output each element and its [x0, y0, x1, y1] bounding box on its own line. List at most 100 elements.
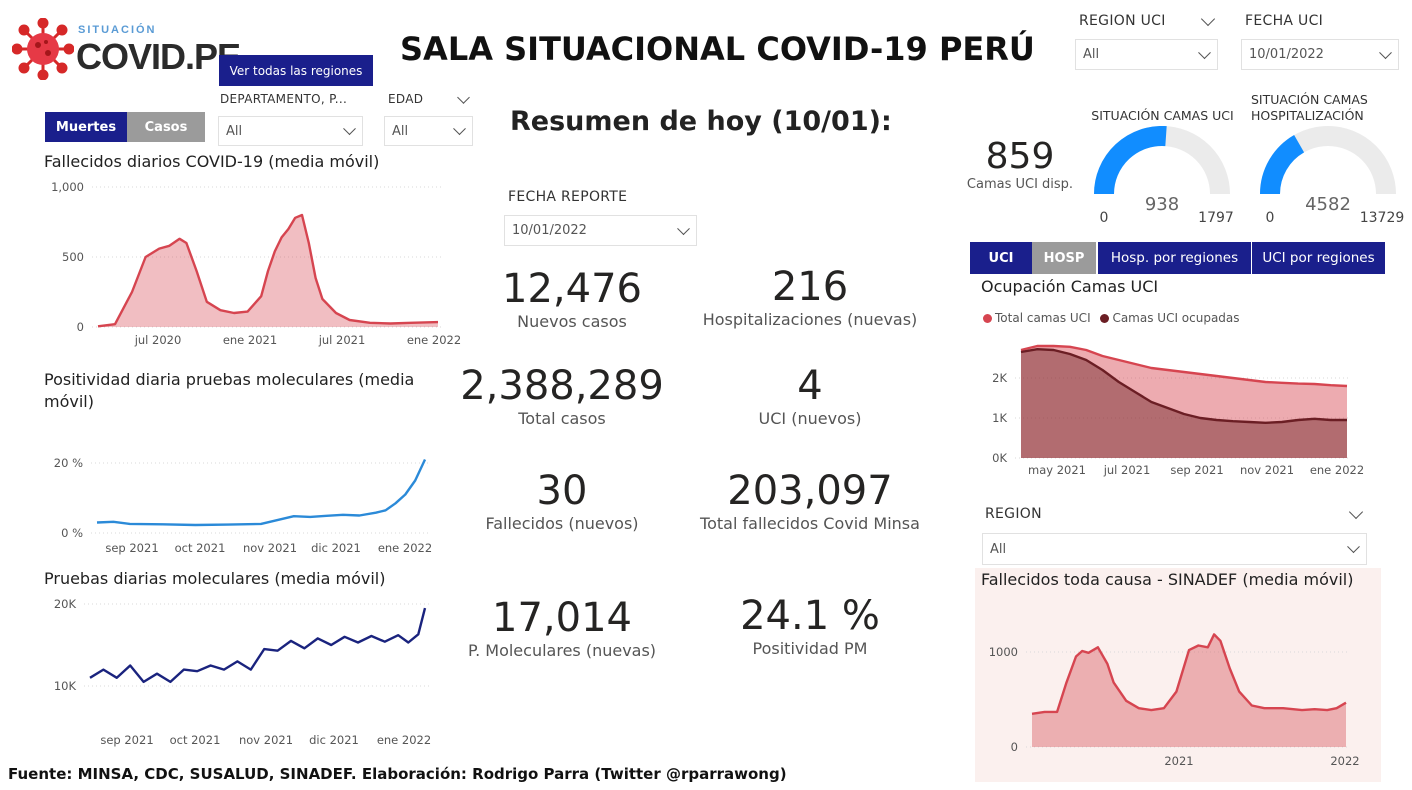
x-tick-label: may 2021 [1028, 463, 1086, 477]
y-tick-label: 1K [992, 411, 1007, 425]
fecha-reporte-dropdown[interactable]: 10/01/2022 [504, 215, 697, 246]
gauge-fill [1260, 135, 1305, 195]
x-tick-label: jul 2021 [318, 333, 366, 347]
x-tick-label: sep 2021 [105, 541, 158, 555]
hosp-regiones-button[interactable]: Hosp. por regiones [1098, 242, 1251, 274]
y-tick-label: 0K [992, 451, 1007, 465]
series-line [1020, 344, 1348, 388]
kpi-value: 30 [536, 468, 588, 514]
gauge-fill [1094, 126, 1167, 195]
logo-subtitle: SITUACIÓN [78, 24, 157, 36]
chart-title: Fallecidos diarios COVID-19 (media móvil… [44, 152, 380, 171]
kpi-label: Fallecidos (nuevos) [485, 514, 639, 533]
sinadef-chart: 0 1000 2021 2022 [989, 633, 1360, 768]
gauge-chart: 4582 0 13729 [1260, 126, 1404, 226]
region-uci-dropdown[interactable]: All [1075, 39, 1218, 70]
kpi-card: 30 Fallecidos (nuevos) [442, 468, 682, 548]
kpi-card: 216 Hospitalizaciones (nuevas) [690, 264, 930, 344]
kpi-value: 12,476 [502, 266, 642, 312]
x-tick-label: dic 2021 [311, 541, 361, 555]
edad-dropdown[interactable]: All [384, 116, 473, 146]
gauge-value: 4582 [1305, 194, 1351, 215]
x-tick-label: ene 2022 [377, 733, 431, 747]
departamento-dropdown[interactable]: All [218, 116, 363, 146]
y-tick-label: 20K [54, 597, 77, 611]
x-tick-label: ene 2021 [223, 333, 277, 347]
departamento-slicer-label: DEPARTAMENTO, P... [220, 92, 348, 106]
logo: SITUACIÓN COVID.PE [12, 14, 241, 84]
ver-regiones-button[interactable]: Ver todas las regiones [219, 55, 373, 86]
casos-button[interactable]: Casos [127, 112, 205, 142]
positividad-chart: 0 % 20 % sep 2021 oct 2021 nov 2021 dic 2021 e… [54, 456, 432, 555]
x-tick-label: ene 2022 [407, 333, 461, 347]
kpi-label: UCI (nuevos) [758, 409, 862, 428]
kpi-card: 203,097 Total fallecidos Covid Minsa [690, 468, 930, 548]
series-line [96, 458, 427, 527]
gauge-min: 0 [1266, 210, 1275, 226]
chart-title: Pruebas diarias moleculares (media móvil… [44, 569, 386, 588]
fallecidos-chart: 0 500 1,000 jul 2020 ene 2021 jul 2021 ene 202… [51, 180, 461, 347]
kpi-value: 203,097 [727, 468, 893, 514]
x-tick-label: jul 2021 [1103, 463, 1151, 477]
chevron-down-icon [1347, 540, 1360, 554]
uci-regiones-button[interactable]: UCI por regiones [1252, 242, 1385, 274]
kpi-label: Positividad PM [752, 639, 868, 658]
x-tick-label: sep 2021 [1170, 463, 1223, 477]
gauge-uci: SITUACIÓN CAMAS UCI 938 0 1797 [1080, 108, 1245, 228]
series-area [1021, 346, 1347, 458]
virus-icon [12, 18, 74, 80]
kpi-card: 12,476 Nuevos casos [462, 266, 682, 346]
y-tick-label: 0 [77, 320, 84, 334]
kpi-value: 4 [797, 363, 823, 409]
chart-title: Ocupación Camas UCI [981, 277, 1159, 296]
region-uci-collapse-icon[interactable] [1200, 11, 1216, 27]
pruebas-chart: 10K 20K sep 2021 oct 2021 nov 2021 dic 2021 en… [54, 597, 431, 747]
chart-title: Positividad diaria pruebas moleculares (… [44, 370, 415, 411]
series-area [1032, 634, 1346, 747]
series-line [89, 607, 427, 684]
tab-hosp[interactable]: HOSP [1032, 242, 1096, 274]
kpi-value: 17,014 [492, 595, 632, 641]
x-tick-label: 2022 [1330, 754, 1359, 768]
y-tick-label: 10K [54, 679, 77, 693]
camas-uci-label: Camas UCI disp. [966, 177, 1074, 192]
chart-legend: Total camas UCI Camas UCI ocupadas [983, 311, 1240, 325]
y-tick-label: 0 % [61, 526, 83, 540]
ocupacion-chart: 0K 1K 2K may 2021 jul 2021 sep 2021 nov 2021 en… [992, 344, 1364, 477]
resumen-title: Resumen de hoy (10/01): [510, 106, 892, 137]
page-title: SALA SITUACIONAL COVID-19 PERÚ [400, 30, 1035, 68]
fecha-reporte-value: 10/01/2022 [512, 223, 587, 238]
x-tick-label: nov 2021 [1240, 463, 1294, 477]
kpi-value: 216 [771, 264, 849, 310]
fecha-uci-dropdown[interactable]: 10/01/2022 [1241, 39, 1399, 70]
kpi-card: 24.1 % Positividad PM [690, 593, 930, 673]
y-tick-label: 2K [992, 371, 1007, 385]
x-tick-label: ene 2022 [378, 541, 432, 555]
kpi-label: Nuevos casos [517, 312, 627, 331]
tab-uci[interactable]: UCI [970, 242, 1032, 274]
region-uci-value: All [1083, 47, 1100, 62]
legend-item: Total camas UCI [983, 311, 1091, 325]
edad-collapse-icon[interactable] [457, 91, 470, 104]
region-uci-label: REGION UCI [1079, 13, 1166, 29]
chevron-down-icon [1198, 45, 1211, 59]
sinadef-panel [975, 568, 1381, 782]
kpi-card: 2,388,289 Total casos [442, 363, 682, 443]
muertes-button[interactable]: Muertes [45, 112, 127, 142]
region-dropdown[interactable]: All [982, 533, 1367, 565]
departamento-value: All [226, 123, 243, 139]
chart-title: Fallecidos toda causa - SINADEF (media m… [981, 570, 1354, 589]
region-collapse-icon[interactable] [1348, 504, 1364, 520]
gauge-min: 0 [1100, 210, 1109, 226]
chevron-down-icon [453, 122, 466, 136]
logo-title: COVID.PE [76, 36, 241, 77]
chevron-down-icon [677, 221, 690, 235]
legend-item: Camas UCI ocupadas [1100, 311, 1240, 325]
kpi-card: 17,014 P. Moleculares (nuevas) [442, 595, 682, 675]
x-tick-label: sep 2021 [100, 733, 153, 747]
kpi-label: P. Moleculares (nuevas) [467, 641, 657, 660]
kpi-value: 2,388,289 [460, 363, 664, 409]
y-tick-label: 0 [1011, 740, 1018, 754]
camas-uci-card: 859 Camas UCI disp. [955, 136, 1085, 192]
y-tick-label: 20 % [54, 456, 83, 470]
